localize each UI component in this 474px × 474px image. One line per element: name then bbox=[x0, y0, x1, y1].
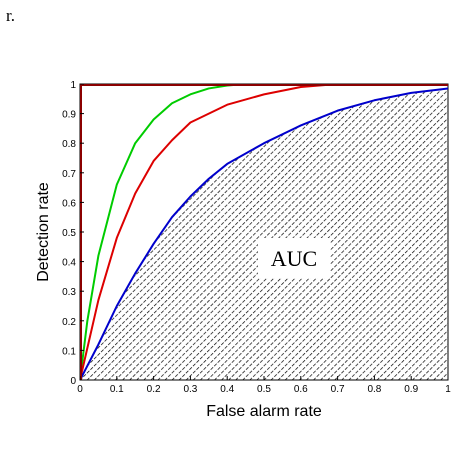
y-axis-title: Detection rate bbox=[35, 182, 52, 282]
x-axis-title: False alarm rate bbox=[206, 403, 322, 420]
caption-fragment: r. bbox=[6, 6, 15, 25]
x-tick-label: 0.9 bbox=[404, 384, 418, 395]
y-tick-label: 0 bbox=[70, 376, 76, 387]
red-roc-curve bbox=[80, 84, 339, 380]
y-tick-label: 0.1 bbox=[62, 346, 76, 357]
x-tick-label: 0.7 bbox=[331, 384, 345, 395]
x-tick-label: 0.2 bbox=[147, 384, 161, 395]
auc-hatched-area bbox=[80, 88, 448, 380]
auc-label-box bbox=[258, 238, 330, 278]
y-tick-label: 0.9 bbox=[62, 110, 76, 121]
x-tick-label: 0.6 bbox=[294, 384, 308, 395]
x-tick-label: 0.3 bbox=[183, 384, 197, 395]
x-tick-label: 0.1 bbox=[110, 384, 124, 395]
x-tick-label: 0 bbox=[77, 384, 83, 395]
y-tick-label: 0.2 bbox=[62, 317, 76, 328]
x-tick-label: 1 bbox=[445, 384, 451, 395]
y-tick-label: 1 bbox=[70, 80, 76, 91]
blue-roc-curve bbox=[80, 87, 448, 380]
x-tick-label: 0.4 bbox=[220, 384, 234, 395]
x-tick-label: 0.8 bbox=[367, 384, 381, 395]
y-tick-label: 0.8 bbox=[62, 139, 76, 150]
y-tick-label: 0.3 bbox=[62, 287, 76, 298]
y-tick-label: 0.7 bbox=[62, 169, 76, 180]
y-tick-label: 0.6 bbox=[62, 198, 76, 209]
auc-label: AUC bbox=[271, 246, 317, 271]
y-tick-label: 0.4 bbox=[62, 258, 76, 269]
x-tick-label: 0.5 bbox=[257, 384, 271, 395]
y-tick-label: 0.5 bbox=[62, 228, 76, 239]
green-roc-curve bbox=[80, 84, 247, 380]
